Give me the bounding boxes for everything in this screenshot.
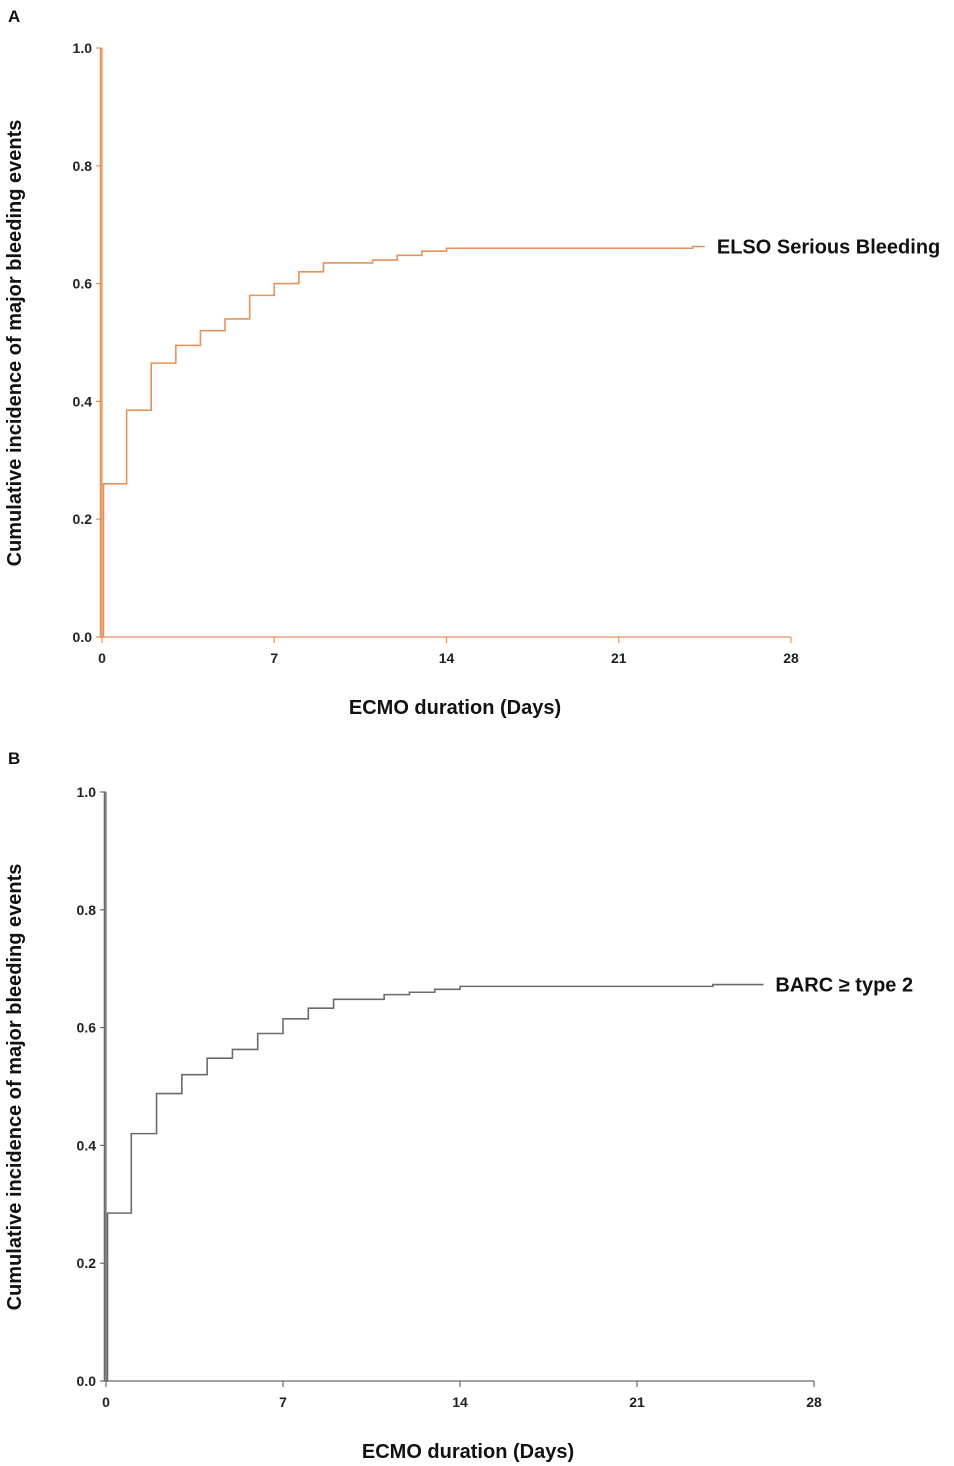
x-tick-label-a-2: 14 (439, 650, 455, 666)
y-tick-label-b-3: 0.6 (77, 1020, 97, 1036)
series-line-b-0 (103, 792, 764, 1382)
x-axis-title-a: ECMO duration (Days) (349, 697, 561, 719)
x-tick-label-b-0: 0 (102, 1394, 110, 1410)
y-tick-label-a-5: 1.0 (73, 40, 93, 56)
x-axis-title-b: ECMO duration (Days) (362, 1441, 574, 1463)
x-tick-label-a-1: 7 (270, 650, 278, 666)
panel-a: A Cumulative incidence of major bleeding… (4, 7, 940, 719)
x-tick-label-a-4: 28 (783, 650, 799, 666)
x-tick-label-b-3: 21 (629, 1394, 645, 1410)
panel-label-b: B (8, 749, 20, 768)
y-tick-label-b-0: 0.0 (77, 1373, 97, 1389)
panel-label-a: A (8, 7, 20, 26)
y-tick-label-a-4: 0.8 (73, 158, 93, 174)
y-tick-label-b-2: 0.4 (77, 1137, 97, 1153)
x-tick-label-a-3: 21 (611, 650, 627, 666)
y-tick-label-b-5: 1.0 (77, 784, 97, 800)
panel-b: B Cumulative incidence of major bleeding… (4, 749, 913, 1463)
x-tick-label-b-1: 7 (279, 1394, 287, 1410)
x-tick-label-a-0: 0 (98, 650, 106, 666)
y-axis-title-a: Cumulative incidence of major bleeding e… (4, 120, 26, 567)
series-label-b-0: BARC ≥ type 2 (775, 975, 913, 997)
plot-area-a: 0 7 14 21 28 0.0 0.2 0.4 0.6 0.8 1.0 ELSO Serious B… (73, 40, 941, 666)
y-tick-label-a-2: 0.4 (73, 393, 93, 409)
x-tick-label-b-4: 28 (806, 1394, 822, 1410)
y-axis-title-b: Cumulative incidence of major bleeding e… (4, 864, 26, 1311)
x-tick-label-b-2: 14 (452, 1394, 468, 1410)
y-tick-label-a-3: 0.6 (73, 276, 93, 292)
y-tick-label-a-0: 0.0 (73, 629, 93, 645)
series-label-a-0: ELSO Serious Bleeding (717, 236, 940, 258)
y-tick-label-a-1: 0.2 (73, 511, 93, 527)
plot-area-b: 0 7 14 21 28 0.0 0.2 0.4 0.6 0.8 1.0 BARC ≥ type 2 (77, 784, 914, 1410)
y-tick-label-b-4: 0.8 (77, 902, 97, 918)
y-tick-label-b-1: 0.2 (77, 1255, 97, 1271)
series-line-a-0 (99, 48, 705, 638)
